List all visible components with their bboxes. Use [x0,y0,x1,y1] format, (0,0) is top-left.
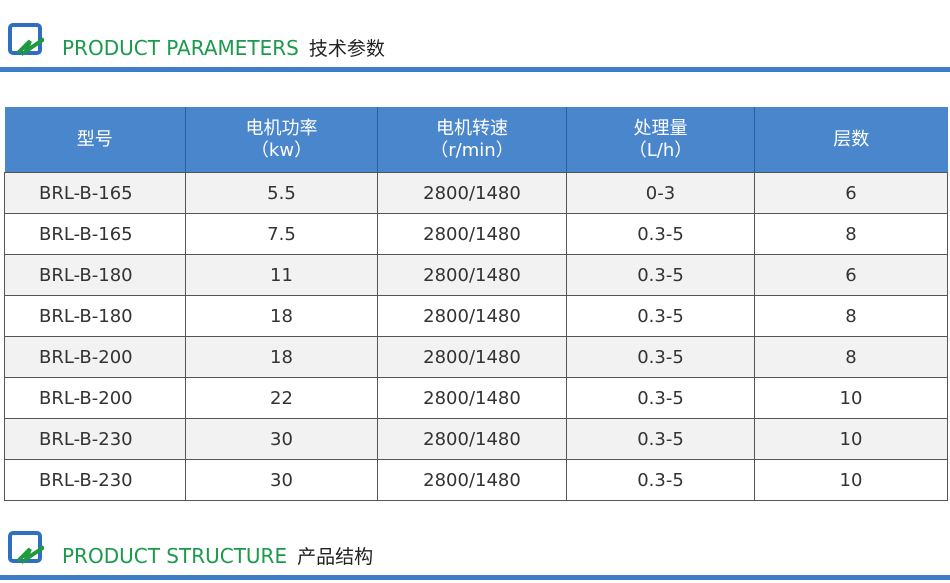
table-row: BRL-B-180 18 2800/1480 0.3-5 8 [4,295,948,337]
header-label: 电机转速 [436,117,508,139]
column-header: 电机功率 （kw） [185,107,378,173]
table-cell: BRL-B-200 [4,377,186,419]
header-label: 层数 [833,128,870,150]
table-row: BRL-B-165 7.5 2800/1480 0.3-5 8 [4,213,948,255]
table-cell: 2800/1480 [377,459,567,501]
table-cell: 22 [185,377,378,419]
header-label: 处理量 [633,117,688,139]
column-header: 处理量 （L/h） [566,107,755,173]
table-cell: 18 [185,336,378,378]
table-cell: 0.3-5 [566,336,755,378]
table-cell: 10 [754,459,948,501]
table-row: BRL-B-200 22 2800/1480 0.3-5 10 [4,377,948,419]
table-cell: BRL-B-230 [4,418,186,460]
table-cell: BRL-B-180 [4,254,186,296]
section-header-parameters: PRODUCT PARAMETERS 技术参数 [0,15,950,75]
table-cell: 0.3-5 [566,377,755,419]
table-cell: BRL-B-165 [4,213,186,255]
table-cell: 2800/1480 [377,418,567,460]
table-cell: 2800/1480 [377,377,567,419]
table-cell: 2800/1480 [377,336,567,378]
table-cell: 6 [754,254,948,296]
header-unit: （kw） [250,139,313,161]
table-cell: 0.3-5 [566,418,755,460]
column-header: 层数 [754,107,948,173]
table-cell: 0-3 [566,172,755,214]
table-cell: 10 [754,377,948,419]
logo-icon [8,531,44,565]
table-row: BRL-B-230 30 2800/1480 0.3-5 10 [4,418,948,460]
column-header: 电机转速 （r/min） [377,107,567,173]
table-row: BRL-B-180 11 2800/1480 0.3-5 6 [4,254,948,296]
table-cell: 6 [754,172,948,214]
table-cell: BRL-B-180 [4,295,186,337]
table-cell: 2800/1480 [377,295,567,337]
table-cell: 0.3-5 [566,254,755,296]
table-cell: 2800/1480 [377,213,567,255]
header-unit: （L/h） [628,139,693,161]
table-row: BRL-B-200 18 2800/1480 0.3-5 8 [4,336,948,378]
section-title: PRODUCT PARAMETERS 技术参数 [62,36,385,60]
table-cell: 8 [754,295,948,337]
header-unit: （r/min） [430,139,514,161]
table-row: BRL-B-165 5.5 2800/1480 0-3 6 [4,172,948,214]
table-cell: 7.5 [185,213,378,255]
logo-icon [8,23,44,57]
parameters-table: 型号 电机功率 （kw） 电机转速 （r/min） 处理量 （L/h） 层数 BRL-B-16… [4,107,948,501]
table-cell: 10 [754,418,948,460]
table-cell: BRL-B-200 [4,336,186,378]
section-title: PRODUCT STRUCTURE 产品结构 [62,544,374,568]
header-label: 型号 [76,128,113,150]
table-cell: 2800/1480 [377,172,567,214]
table-cell: 0.3-5 [566,459,755,501]
table-cell: 0.3-5 [566,295,755,337]
table-cell: 5.5 [185,172,378,214]
divider [0,575,950,580]
table-cell: BRL-B-165 [4,172,186,214]
table-cell: 2800/1480 [377,254,567,296]
table-cell: 0.3-5 [566,213,755,255]
table-cell: 30 [185,418,378,460]
section-header-structure: PRODUCT STRUCTURE 产品结构 [0,523,950,583]
table-cell: 11 [185,254,378,296]
header-label: 电机功率 [245,117,318,139]
table-cell: 8 [754,336,948,378]
table-cell: 30 [185,459,378,501]
column-header: 型号 [4,107,186,173]
table-cell: 8 [754,213,948,255]
table-cell: BRL-B-230 [4,459,186,501]
table-row: BRL-B-230 30 2800/1480 0.3-5 10 [4,459,948,501]
table-cell: 18 [185,295,378,337]
divider [0,67,950,72]
